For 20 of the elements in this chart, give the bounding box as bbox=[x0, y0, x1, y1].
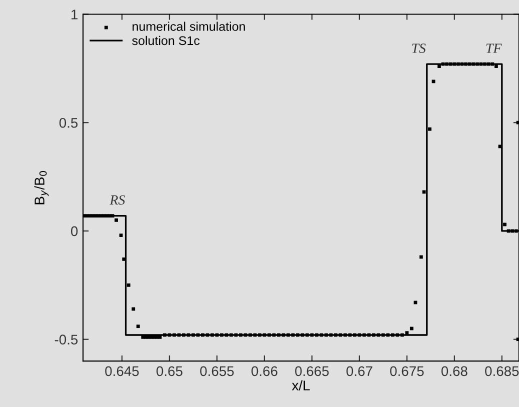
x-tick-label: 0.665 bbox=[295, 366, 329, 376]
x-tick-label: 0.68 bbox=[441, 366, 468, 376]
x-axis-title: x/L bbox=[292, 380, 310, 390]
y-tick-label: -0.5 bbox=[54, 334, 78, 345]
annotation: TF bbox=[486, 44, 502, 53]
x-tick-label: 0.66 bbox=[251, 366, 278, 376]
y-tick-label: 1 bbox=[72, 10, 78, 20]
x-tick-label: 0.67 bbox=[346, 366, 372, 376]
y-tick-label: 0 bbox=[71, 226, 78, 236]
annotation: TS bbox=[412, 44, 426, 53]
x-tick-label: 0.675 bbox=[390, 366, 424, 376]
legend-label: solution S1c bbox=[132, 36, 200, 46]
legend-label: numerical simulation bbox=[132, 22, 245, 31]
x-tick-label: 0.65 bbox=[156, 366, 182, 376]
y-tick-label: 0.5 bbox=[59, 118, 78, 128]
x-tick-label: 0.655 bbox=[200, 366, 234, 376]
annotation: RS bbox=[110, 195, 125, 205]
x-tick-label: 0.645 bbox=[105, 366, 139, 376]
y-axis-title: B$_{y}$/B$_{0}$ bbox=[34, 171, 49, 204]
x-tick-label: 0.685 bbox=[485, 366, 519, 376]
